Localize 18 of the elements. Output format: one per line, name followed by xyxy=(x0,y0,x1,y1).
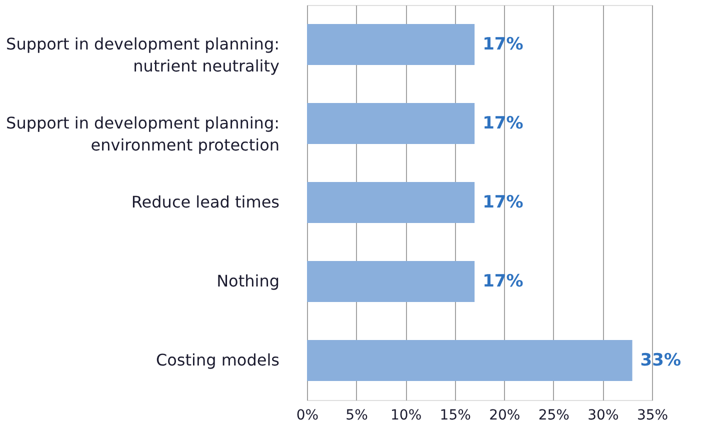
y-tick-label: Nothing xyxy=(216,272,280,290)
data-label: 33% xyxy=(640,350,681,370)
x-tick-label: 10% xyxy=(390,408,422,424)
data-label: 17% xyxy=(482,192,524,212)
x-tick-label: 25% xyxy=(538,408,570,424)
x-tick-label: 20% xyxy=(489,408,520,424)
x-tick-label: 15% xyxy=(440,408,471,424)
x-tick-label: 30% xyxy=(588,408,619,424)
y-tick-label: Support in development planning: environment protection xyxy=(6,114,280,154)
y-tick-label: Support in development planning: nutrient neutrality xyxy=(6,34,280,76)
data-label: 17% xyxy=(482,114,524,134)
x-tick-label: 0% xyxy=(296,408,319,424)
x-tick-label: 35% xyxy=(636,408,668,424)
data-label: 17% xyxy=(482,34,524,54)
data-label: 17% xyxy=(482,272,524,292)
y-tick-label: Costing models xyxy=(156,350,280,370)
x-tick-label: 5% xyxy=(346,408,368,424)
y-tick-label: Reduce lead times xyxy=(131,192,280,212)
